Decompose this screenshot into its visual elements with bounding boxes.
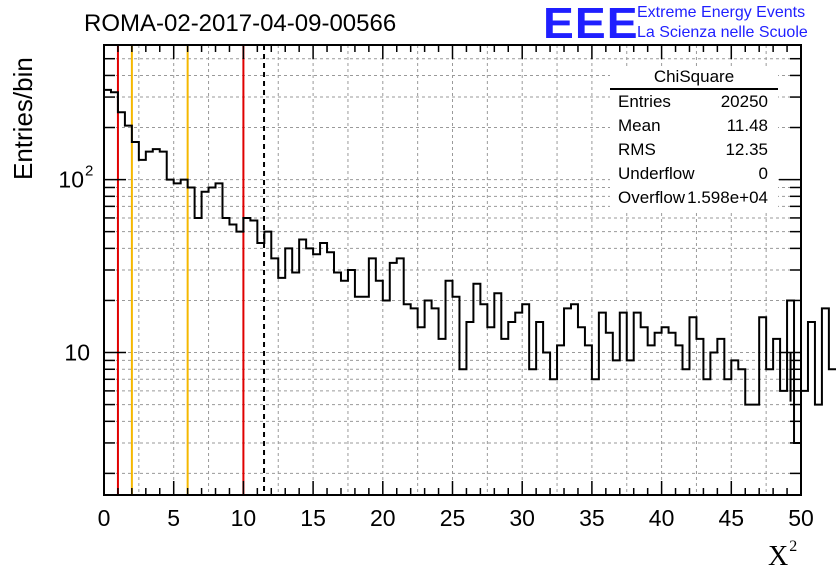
stats-key: Entries: [618, 92, 671, 111]
x-tick-label: 15: [300, 505, 326, 531]
stats-key: Overflow: [618, 188, 686, 207]
x-axis-label: X2: [768, 538, 797, 573]
x-tick-label: 50: [788, 505, 814, 531]
stats-key: RMS: [618, 140, 656, 159]
axis-ticks: [103, 44, 802, 495]
stats-row-entries: Entries 20250: [610, 90, 778, 114]
reference-lines: [116, 45, 266, 495]
histogram-line: [104, 88, 836, 444]
y-axis-label: Entries/bin: [8, 57, 38, 180]
stats-row-overflow: Overflow 1.598e+04: [610, 186, 778, 210]
brand-line-1: Extreme Energy Events: [637, 4, 806, 21]
x-tick-label: 10: [231, 505, 257, 531]
stats-value: 12.35: [725, 140, 768, 159]
x-tick-label: 30: [509, 505, 535, 531]
x-tick-label: 25: [440, 505, 466, 531]
stats-title: ChiSquare: [610, 66, 778, 90]
x-tick-label: 40: [649, 505, 675, 531]
x-tick-label: 0: [98, 505, 111, 531]
stats-row-mean: Mean 11.48: [610, 114, 778, 138]
x-axis-label-exp: 2: [789, 538, 798, 555]
stats-value: 0: [758, 164, 768, 183]
x-tick-label: 20: [370, 505, 396, 531]
y-tick-label-exp: 2: [85, 163, 93, 180]
stats-value: 1.598e+04: [687, 188, 768, 207]
x-tick-labels: 0 5 10 15 20 25 30 35 40 45 50: [98, 505, 814, 531]
y-tick-label: 10: [64, 340, 90, 366]
grid-lines: [104, 44, 801, 495]
stats-value: 20250: [720, 92, 768, 111]
x-tick-label: 5: [167, 505, 180, 531]
eee-logo: EEE: [543, 0, 639, 48]
x-tick-label: 45: [719, 505, 745, 531]
stats-key: Underflow: [618, 164, 695, 183]
stats-box: ChiSquare Entries 20250 Mean 11.48 RMS 1…: [610, 66, 778, 210]
stats-value: 11.48: [726, 116, 768, 135]
x-axis-label-base: X: [768, 541, 789, 572]
y-tick-label: 10: [58, 167, 84, 193]
stats-row-rms: RMS 12.35: [610, 138, 778, 162]
brand-line-2: La Scienza nelle Scuole: [637, 24, 808, 41]
stats-row-underflow: Underflow 0: [610, 162, 778, 186]
x-tick-label: 35: [579, 505, 605, 531]
chart-title: ROMA-02-2017-04-09-00566: [84, 10, 397, 37]
stats-key: Mean: [618, 116, 661, 135]
